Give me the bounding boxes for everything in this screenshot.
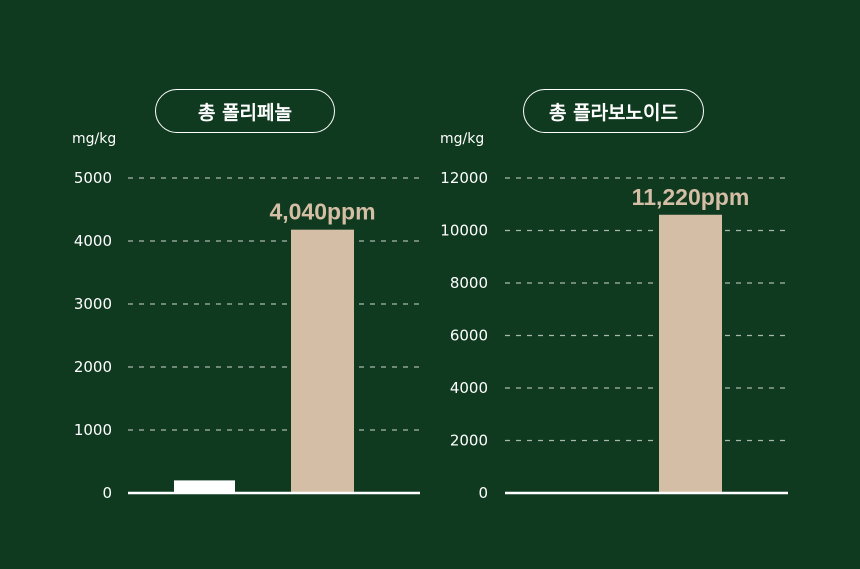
y-tick-label: 2000 xyxy=(450,432,488,450)
y-tick-label: 4000 xyxy=(450,379,488,397)
y-tick-label: 12000 xyxy=(440,169,488,187)
y-tick-label: 3000 xyxy=(74,295,112,313)
y-tick-label: 0 xyxy=(102,484,112,502)
polyphenol-chart-panel: 총 폴리페놀 mg/kg 0 1000 2000 3000 4000 5000 4,040p… xyxy=(72,89,420,502)
y-tick-label: 6000 xyxy=(450,327,488,345)
chart-title-flavonoid: 총 플라보노이드 xyxy=(523,89,704,133)
y-axis-unit-label: mg/kg xyxy=(440,131,485,147)
polyphenol-bar-chart: 0 1000 2000 3000 4000 5000 4,040ppm xyxy=(74,169,420,502)
chart-title-polyphenol: 총 폴리페놀 xyxy=(155,89,335,133)
y-tick-label: 10000 xyxy=(440,222,488,240)
bar-value-label: 11,220ppm xyxy=(632,184,750,210)
y-tick-label: 4000 xyxy=(74,232,112,250)
bar-baseline-sample xyxy=(174,480,235,493)
y-axis-unit-label: mg/kg xyxy=(72,131,117,147)
bar-flavonoid xyxy=(659,214,722,493)
y-tick-label: 5000 xyxy=(74,169,112,187)
bar-polyphenol xyxy=(291,229,354,493)
flavonoid-bar-chart: 0 2000 4000 6000 8000 10000 12000 11,220ppm xyxy=(440,169,788,502)
y-tick-label: 2000 xyxy=(74,358,112,376)
bar-value-label: 4,040ppm xyxy=(269,199,375,225)
y-tick-label: 1000 xyxy=(74,421,112,439)
flavonoid-chart-panel: 총 플라보노이드 mg/kg 0 2000 4000 6000 8000 10000 120… xyxy=(430,0,860,569)
y-tick-label: 0 xyxy=(478,484,488,502)
y-tick-label: 8000 xyxy=(450,274,488,292)
